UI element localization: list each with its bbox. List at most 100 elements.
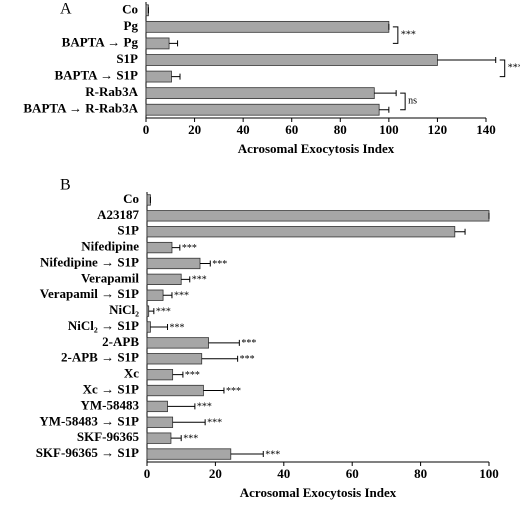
x-tick-label: 80: [334, 122, 347, 137]
significance: ***: [182, 243, 197, 254]
bar: [146, 257, 201, 270]
bar: [145, 70, 172, 83]
significance: ***: [265, 449, 280, 460]
x-tick-label: 0: [144, 466, 151, 481]
error-bar: [181, 276, 191, 283]
bar: [145, 103, 380, 116]
x-tick-label: 100: [479, 466, 499, 481]
category-label: R-Rab3A: [85, 84, 138, 99]
error-bar: [203, 387, 225, 394]
error-bar: [171, 73, 181, 80]
error-bar: [172, 419, 206, 426]
significance: ***: [401, 29, 416, 40]
significance: ***: [207, 418, 222, 429]
x-tick-label: 40: [277, 466, 290, 481]
error-bar: [200, 260, 211, 267]
error-bar: [169, 40, 179, 47]
category-label: Pg: [124, 18, 139, 33]
category-label: S1P: [117, 223, 139, 238]
category-label: YM-58483 → S1P: [39, 413, 139, 428]
bar: [146, 321, 151, 333]
error-bar: [167, 403, 196, 410]
category-label: NiCl₂ → S1P: [68, 318, 139, 333]
significance: ***: [185, 370, 200, 381]
bar: [146, 289, 164, 301]
x-tick-label: 100: [379, 122, 399, 137]
category-label: S1P: [116, 51, 138, 66]
error-bar: [230, 451, 264, 458]
category-label: Co: [123, 191, 139, 206]
panel-label: B: [60, 177, 71, 194]
bar: [146, 241, 173, 254]
bar: [146, 226, 456, 238]
x-tick-label: 60: [346, 466, 359, 481]
category-label: Co: [122, 1, 138, 16]
bar: [146, 337, 209, 349]
x-axis-label: Acrosomal Exocytosis Index: [238, 141, 395, 156]
significance: ns: [408, 96, 417, 107]
category-label: Xc: [124, 366, 139, 381]
significance: ***: [240, 354, 255, 365]
category-label: SKF-96365 → S1P: [36, 445, 139, 460]
error-bar: [148, 308, 155, 315]
error-bar: [374, 90, 397, 97]
bar: [145, 87, 375, 100]
significance: ***: [156, 306, 171, 317]
bar: [146, 273, 182, 285]
category-label: Verapamil → S1P: [40, 286, 139, 301]
error-bar: [437, 57, 497, 63]
category-label: NiCl₂: [109, 302, 139, 317]
x-tick-label: 0: [143, 122, 150, 137]
category-label: Nifedipine → S1P: [40, 254, 139, 269]
category-label: Nifedipine: [81, 239, 139, 254]
significance: ***: [170, 322, 185, 333]
bar: [146, 448, 232, 460]
significance: ***: [192, 275, 207, 286]
error-bar: [171, 244, 181, 251]
bar: [146, 400, 168, 413]
x-tick-label: 20: [209, 466, 222, 481]
significance: ***: [197, 402, 212, 413]
bracket: [400, 92, 406, 111]
bar: [145, 37, 170, 50]
significance: ***: [226, 386, 241, 397]
category-label: Verapamil: [81, 270, 139, 285]
x-tick-label: 140: [476, 122, 496, 137]
category-label: 2-APB: [102, 334, 139, 349]
bar: [146, 369, 174, 381]
bar: [146, 210, 490, 222]
error-bar: [172, 371, 184, 378]
error-bar: [201, 355, 239, 362]
significance: ***: [241, 338, 256, 349]
error-bar: [150, 324, 169, 330]
x-tick-label: 120: [428, 122, 448, 137]
significance: ***: [183, 433, 198, 444]
x-axis-label: Acrosomal Exocytosis Index: [240, 485, 397, 500]
significance: ***: [212, 259, 227, 270]
panel-label: A: [60, 1, 72, 18]
x-tick-label: 60: [285, 122, 298, 137]
bar: [146, 432, 172, 444]
category-label: A23187: [97, 207, 139, 222]
bracket: [499, 59, 506, 78]
bar: [146, 416, 174, 428]
bar: [146, 353, 203, 365]
category-label: BAPTA → Pg: [62, 34, 139, 49]
x-tick-label: 40: [237, 122, 250, 137]
category-label: BAPTA → S1P: [54, 68, 138, 83]
error-bar: [454, 228, 466, 235]
bar: [145, 54, 438, 66]
error-bar: [163, 292, 173, 299]
x-tick-label: 20: [188, 122, 201, 137]
error-bar: [208, 339, 240, 346]
bar: [146, 194, 151, 206]
significance: ***: [508, 63, 520, 74]
category-label: Xc → S1P: [83, 382, 139, 397]
bar: [145, 20, 390, 33]
bracket: [392, 26, 399, 44]
x-tick-label: 80: [414, 466, 427, 481]
error-bar: [170, 435, 182, 442]
bar: [146, 305, 150, 317]
category-label: SKF-96365: [77, 429, 140, 444]
